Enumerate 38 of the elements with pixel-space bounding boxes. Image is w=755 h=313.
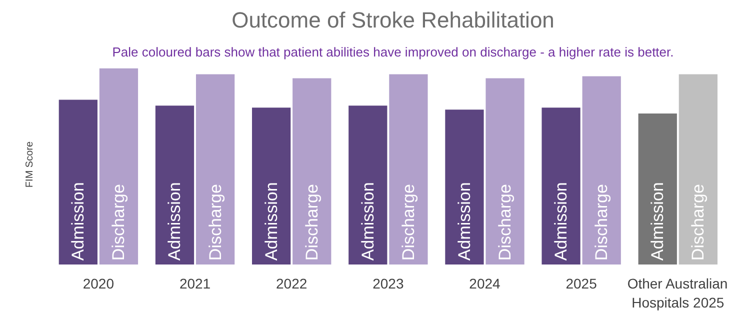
y-axis-title: FIM Score bbox=[24, 141, 36, 188]
bar bbox=[196, 74, 235, 264]
bar bbox=[638, 114, 677, 264]
text: Pale coloured bars show that patient abilities have improved on discharge - a higher rate is better. bbox=[112, 44, 674, 60]
x-tick-label: 2024 bbox=[469, 276, 501, 292]
bar bbox=[99, 68, 138, 264]
series-label: Admission bbox=[68, 182, 88, 261]
text: Admission bbox=[454, 182, 474, 261]
text: Admission bbox=[358, 182, 378, 261]
bar bbox=[486, 78, 524, 264]
text: Admission bbox=[648, 182, 668, 261]
series-label: Discharge bbox=[109, 184, 128, 261]
text: Discharge bbox=[688, 184, 708, 261]
x-tick-label: 2025 bbox=[566, 276, 598, 292]
x-tick-label: Other Australian Hospitals 2025 bbox=[627, 276, 728, 311]
bar bbox=[445, 110, 484, 264]
bar bbox=[292, 78, 332, 264]
text: Discharge bbox=[302, 184, 322, 261]
text: Admission bbox=[262, 182, 281, 261]
text: Discharge bbox=[496, 184, 515, 261]
text: Discharge bbox=[398, 184, 418, 261]
text: Discharge bbox=[592, 184, 612, 261]
x-tick-label: 2021 bbox=[179, 276, 211, 292]
chart-title: Outcome of Stroke Rehabilitation bbox=[232, 8, 554, 32]
x-tick-label: 2020 bbox=[82, 276, 114, 292]
bar bbox=[582, 76, 621, 264]
text: Discharge bbox=[206, 184, 225, 261]
text: Admission bbox=[165, 182, 184, 261]
bar bbox=[348, 106, 388, 264]
text: Admission bbox=[552, 182, 571, 261]
bar bbox=[155, 106, 194, 264]
x-tick-label: 2023 bbox=[372, 276, 404, 292]
bar bbox=[252, 108, 291, 264]
bar bbox=[678, 74, 718, 264]
bar bbox=[389, 74, 428, 264]
bar bbox=[58, 100, 98, 264]
bar bbox=[542, 108, 580, 264]
x-tick-label: 2022 bbox=[276, 276, 308, 292]
